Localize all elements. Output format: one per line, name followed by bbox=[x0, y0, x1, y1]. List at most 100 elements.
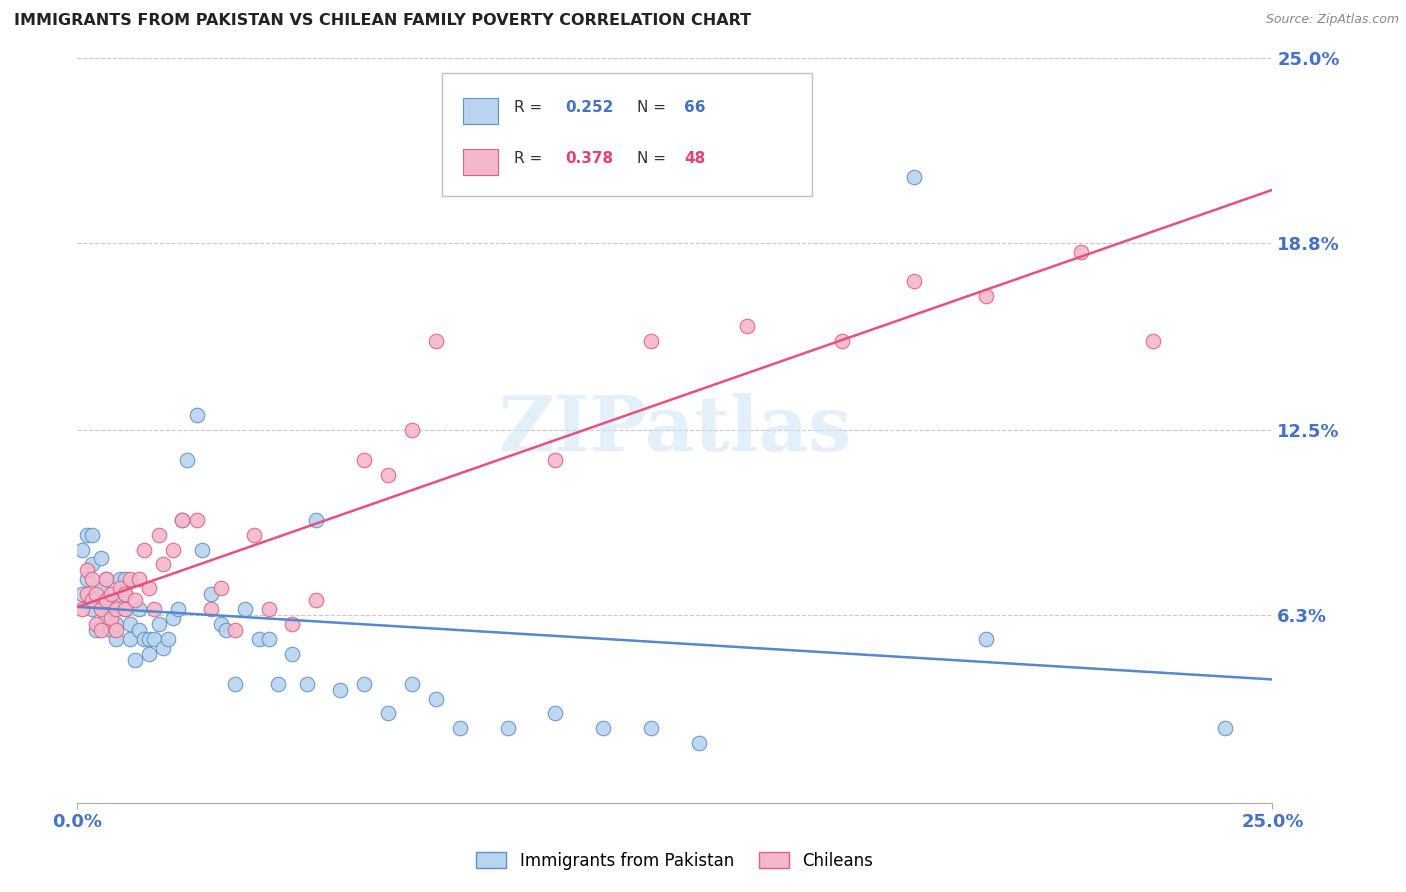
Legend: Immigrants from Pakistan, Chileans: Immigrants from Pakistan, Chileans bbox=[470, 845, 880, 877]
Point bbox=[377, 468, 399, 483]
Point bbox=[401, 676, 423, 690]
Point bbox=[209, 582, 232, 596]
Point bbox=[110, 582, 132, 596]
Point bbox=[100, 587, 122, 601]
Point bbox=[172, 513, 194, 527]
Text: Source: ZipAtlas.com: Source: ZipAtlas.com bbox=[1265, 13, 1399, 27]
Point bbox=[831, 334, 853, 348]
FancyBboxPatch shape bbox=[464, 98, 498, 124]
Point bbox=[76, 573, 98, 587]
Point bbox=[353, 453, 375, 467]
Point bbox=[80, 573, 103, 587]
Point bbox=[243, 527, 266, 541]
Point bbox=[76, 563, 98, 577]
Point bbox=[114, 602, 136, 616]
Point bbox=[90, 582, 112, 596]
Point bbox=[110, 573, 132, 587]
Point bbox=[110, 587, 132, 601]
Point bbox=[118, 632, 141, 646]
Text: R =: R = bbox=[513, 100, 547, 115]
Point bbox=[128, 623, 150, 637]
Text: ZIPatlas: ZIPatlas bbox=[498, 393, 852, 467]
Point bbox=[214, 623, 236, 637]
Point bbox=[134, 632, 156, 646]
Point bbox=[70, 542, 93, 557]
Point bbox=[281, 617, 304, 632]
Point bbox=[86, 593, 108, 607]
Point bbox=[172, 513, 194, 527]
Point bbox=[377, 706, 399, 721]
Point bbox=[157, 632, 180, 646]
Point bbox=[544, 453, 567, 467]
Text: 0.252: 0.252 bbox=[565, 100, 613, 115]
Text: N =: N = bbox=[637, 151, 671, 166]
Point bbox=[104, 623, 127, 637]
Point bbox=[974, 632, 997, 646]
Point bbox=[80, 558, 103, 572]
Point bbox=[186, 513, 208, 527]
Point bbox=[94, 573, 117, 587]
Point bbox=[124, 653, 146, 667]
Point bbox=[142, 602, 165, 616]
Point bbox=[233, 602, 256, 616]
Point bbox=[592, 721, 614, 735]
Point bbox=[138, 632, 160, 646]
Point bbox=[114, 573, 136, 587]
Point bbox=[1213, 721, 1236, 735]
Point bbox=[186, 409, 208, 423]
Point bbox=[166, 602, 188, 616]
Point bbox=[162, 611, 184, 625]
Point bbox=[735, 319, 758, 334]
Point bbox=[152, 640, 174, 655]
Point bbox=[224, 676, 246, 690]
Point bbox=[257, 602, 280, 616]
Point bbox=[640, 721, 662, 735]
Point bbox=[1142, 334, 1164, 348]
Point bbox=[90, 602, 112, 616]
Text: 66: 66 bbox=[685, 100, 706, 115]
Point bbox=[903, 170, 925, 185]
Point bbox=[974, 289, 997, 303]
Point bbox=[224, 623, 246, 637]
Point bbox=[329, 682, 352, 697]
Point bbox=[100, 623, 122, 637]
Point bbox=[76, 587, 98, 601]
Point bbox=[134, 542, 156, 557]
Point bbox=[90, 623, 112, 637]
Text: 48: 48 bbox=[685, 151, 706, 166]
Point bbox=[425, 691, 447, 706]
Point bbox=[104, 602, 127, 616]
Point bbox=[118, 573, 141, 587]
Point bbox=[200, 602, 222, 616]
Point bbox=[1070, 244, 1092, 259]
Point bbox=[114, 602, 136, 616]
Point bbox=[90, 551, 112, 566]
Text: 0.378: 0.378 bbox=[565, 151, 613, 166]
Point bbox=[305, 593, 328, 607]
Point bbox=[353, 676, 375, 690]
Point bbox=[114, 587, 136, 601]
Point bbox=[128, 573, 150, 587]
Point bbox=[148, 617, 170, 632]
Text: IMMIGRANTS FROM PAKISTAN VS CHILEAN FAMILY POVERTY CORRELATION CHART: IMMIGRANTS FROM PAKISTAN VS CHILEAN FAMI… bbox=[14, 13, 751, 29]
Point bbox=[257, 632, 280, 646]
Point bbox=[209, 617, 232, 632]
Point bbox=[80, 602, 103, 616]
Point bbox=[295, 676, 318, 690]
Point bbox=[200, 587, 222, 601]
Point bbox=[94, 593, 117, 607]
Point bbox=[305, 513, 328, 527]
Point bbox=[425, 334, 447, 348]
Point bbox=[640, 334, 662, 348]
Point bbox=[128, 602, 150, 616]
Point bbox=[80, 593, 103, 607]
Point bbox=[688, 736, 710, 750]
Point bbox=[401, 423, 423, 437]
Point bbox=[903, 274, 925, 288]
Point bbox=[190, 542, 212, 557]
Point bbox=[100, 611, 122, 625]
Point bbox=[449, 721, 471, 735]
Point bbox=[124, 593, 146, 607]
Point bbox=[142, 632, 165, 646]
Point bbox=[267, 676, 290, 690]
